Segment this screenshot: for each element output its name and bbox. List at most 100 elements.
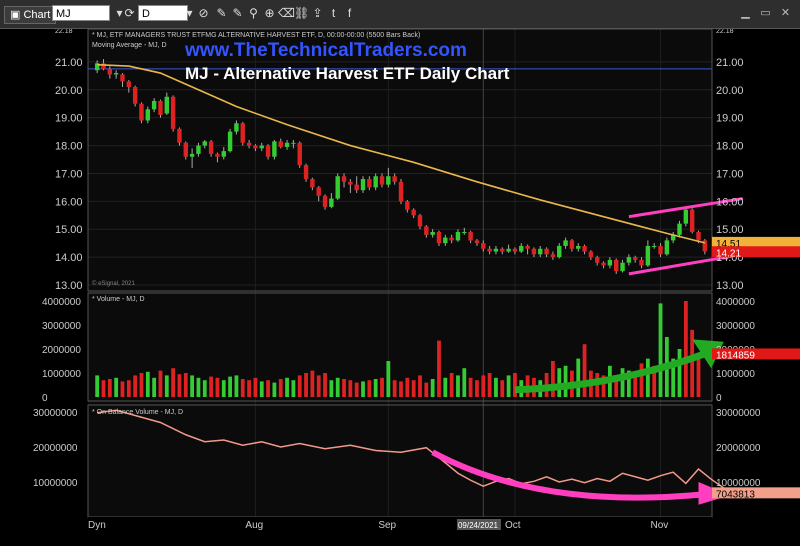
time-axis-label: Nov [651,520,669,531]
upload-icon[interactable]: ⇪ [312,6,323,20]
volume-bar [297,375,302,397]
clock-icon[interactable]: ⊘ [198,6,209,20]
price-tick-label-left: 18.00 [55,141,83,153]
volume-bar [107,379,112,397]
chart-canvas[interactable]: 22.18 22.18 21.00 21.00 20.00 20.00 19.00 19.00… [0,29,800,546]
candle-body [632,257,638,260]
volume-bar [551,361,555,397]
facebook-icon[interactable]: f [347,6,352,20]
candle-body [310,179,315,188]
zoom-icon[interactable]: ⚲ [249,6,258,20]
volume-bar [291,380,296,397]
candle-body [94,63,100,71]
volume-bar [259,381,264,397]
time-axis-background [88,517,712,546]
refresh-icon[interactable]: ⟳ [124,6,135,20]
volume-bar [126,380,131,397]
candle-body [208,141,214,154]
candle-body [284,142,290,147]
chart-tab[interactable]: ▣ Chart [4,6,57,24]
twitter-icon[interactable]: t [331,6,336,20]
volume-bar [202,380,207,397]
obv-last-label: 7043813 [716,489,755,500]
candle-body [113,73,119,75]
volume-bar [171,368,176,397]
close-icon[interactable]: ✕ [780,7,791,19]
volume-bar [386,361,391,397]
pencil-icon[interactable]: ✎ [216,6,227,20]
candle-body [322,195,328,207]
price-tick-label-left: 15.00 [55,224,83,236]
esignal-credit: © eSignal, 2021 [92,280,135,287]
time-axis-label: Aug [245,520,263,531]
lower-channel-line [628,252,744,276]
volume-bar [329,380,334,397]
volume-bar [576,358,581,397]
candle-body [512,248,518,252]
price-tick-label-right: 16.00 [716,196,744,208]
volume-bar [310,370,315,397]
candle-body [430,232,435,235]
candle-body [696,232,701,241]
candle-body [588,251,594,258]
volume-tick-label-left: 1000000 [42,369,81,380]
volume-bar [418,375,422,397]
price-tick-label-right: 21.00 [716,57,744,69]
candle-body [424,226,429,235]
candle-body [569,240,575,249]
volume-bar [177,374,182,397]
eraser-icon[interactable]: ⌫ [278,6,295,20]
obv-tick-label-right: 20000000 [716,443,761,454]
candle-body [373,176,378,188]
volume-bar [671,358,676,397]
volume-bar [253,377,258,397]
chart-text: * MJ, ETF MANAGERS TRUST ETFMG ALTERNATI… [92,32,510,416]
candle-body [462,232,467,234]
chart-tab-icon: ▣ [10,9,24,21]
drawing-icon[interactable]: ✎ [232,6,243,20]
minimize-icon[interactable]: ▁ [741,7,750,19]
volume-bar [120,381,125,397]
interval-dropdown-icon[interactable]: ▾ [186,6,193,20]
symbol-input[interactable]: MJ [52,5,110,21]
price-tick-label-left: 16.00 [55,196,83,208]
interval-input[interactable]: D [138,5,188,21]
volume-bar [582,344,587,397]
volume-bar [430,379,435,397]
candle-body [107,68,113,75]
volume-bar [266,380,270,397]
volume-bar [494,377,498,397]
candle-body [183,142,188,157]
obv-trend-arrow [431,449,706,501]
volume-tick-label-right: 1000000 [716,369,755,380]
volume-bar [158,370,163,397]
volume-bar [342,379,346,397]
candle-body [145,109,151,121]
obv-line [97,409,731,493]
candle-body [316,187,321,196]
volume-bar [411,380,416,397]
volume-bar [240,379,245,397]
candle-body [538,248,543,255]
volume-bar [335,377,340,397]
candle-body [291,142,296,144]
candle-body [582,245,587,252]
volume-bar [557,368,562,397]
candle-body [576,245,581,249]
volume-last-badge [712,348,800,360]
volume-tick-label-left: 3000000 [42,321,81,332]
candle-body [702,240,708,252]
volume-bar [683,301,688,397]
volume-bar [380,377,384,397]
obv-tick-label-left: 10000000 [33,478,78,489]
moving-average-line [97,63,706,244]
symbol-dropdown-icon[interactable]: ▾ [116,6,123,20]
volume-bar [101,380,106,397]
candle-body [689,209,695,233]
link-icon[interactable]: ⛓ [294,6,310,20]
volume-bar [392,380,397,397]
price-tick-label-right: 13.00 [716,280,744,292]
add-study-icon[interactable]: ⊕ [264,6,275,20]
candle-body [196,145,201,154]
restore-icon[interactable]: ▭ [760,7,771,19]
